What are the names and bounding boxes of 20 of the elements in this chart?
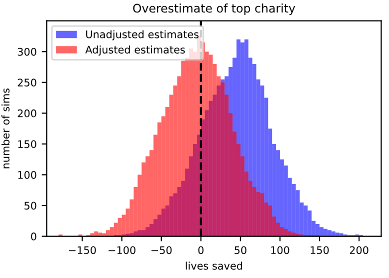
x-axis-title: lives saved	[186, 262, 242, 270]
x-tick-label: −150	[69, 246, 96, 254]
chart-title: Overestimate of top charity	[133, 4, 296, 15]
x-tick-label: −100	[108, 246, 136, 254]
y-tick-label: 250	[18, 78, 36, 87]
x-tick-label: 100	[271, 246, 290, 254]
y-tick-label: 50	[24, 202, 36, 210]
y-axis-title: number of sims	[1, 88, 10, 168]
x-tick-label: 200	[350, 246, 368, 254]
x-tick-label: 0	[198, 246, 204, 254]
legend-label: Unadjusted estimates	[86, 30, 199, 40]
y-tick-label: 0	[31, 232, 36, 240]
x-tick-label: 150	[310, 246, 329, 254]
x-tick-label: −50	[151, 246, 172, 254]
y-tick-label: 100	[18, 170, 36, 179]
x-tick-label: 50	[234, 246, 246, 254]
y-tick-label: 200	[18, 109, 36, 118]
y-tick-label: 150	[18, 140, 36, 148]
legend-label: Adjusted estimates	[85, 46, 185, 56]
y-tick-label: 300	[18, 48, 36, 56]
